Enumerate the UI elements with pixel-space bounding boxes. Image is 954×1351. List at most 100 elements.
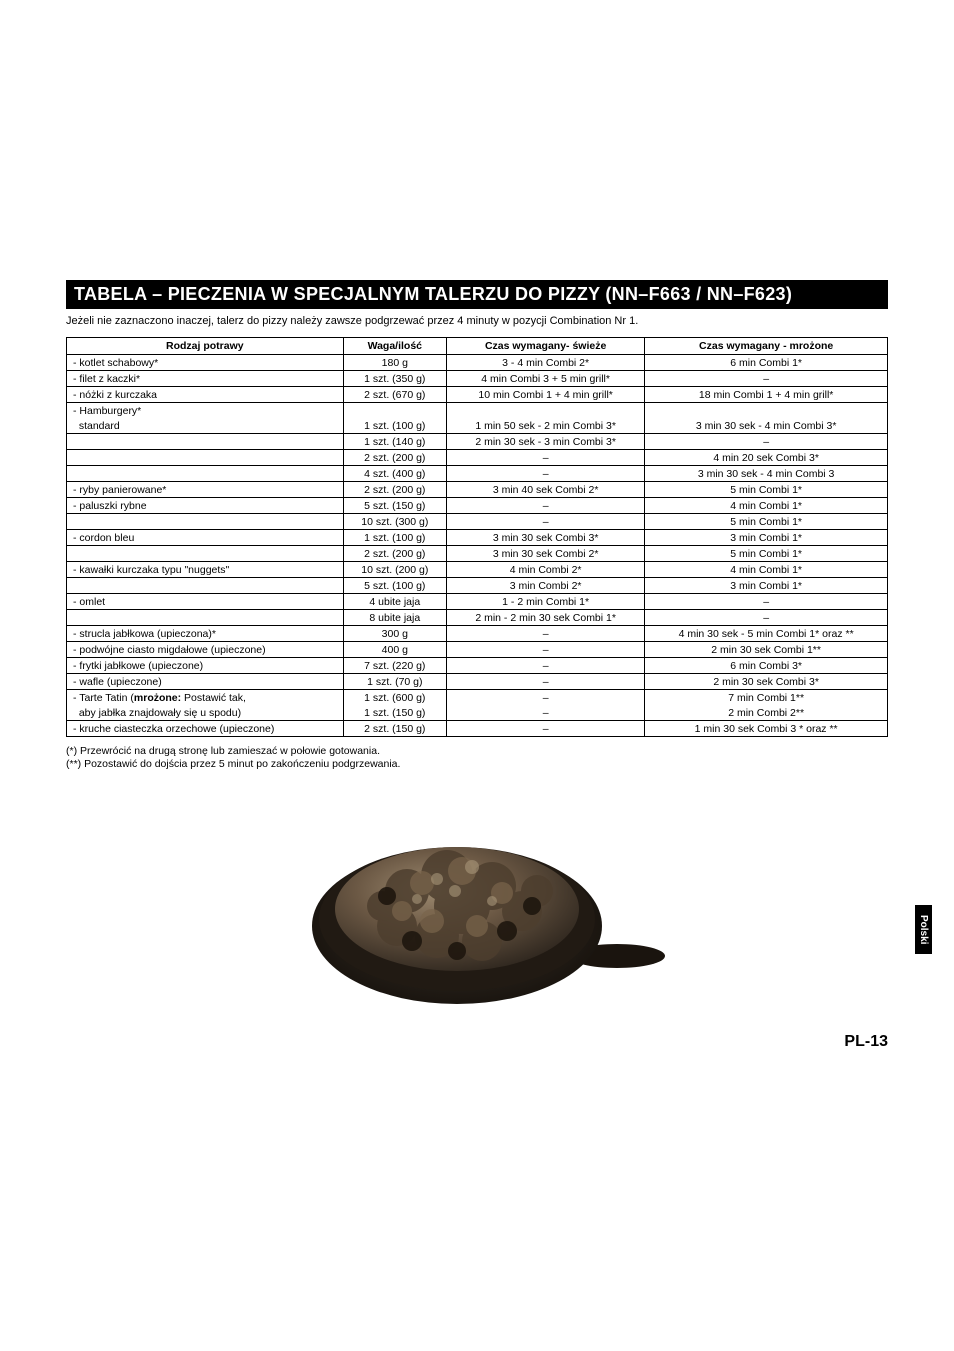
table-cell: 1 szt. (150 g) (343, 705, 446, 721)
table-row: - frytki jabłkowe (upieczone)7 szt. (220… (67, 658, 888, 674)
table-cell: 4 min 30 sek - 5 min Combi 1* oraz ** (645, 626, 888, 642)
pizza-pan-illustration (287, 791, 667, 1011)
table-row: - wafle (upieczone)1 szt. (70 g)–2 min 3… (67, 674, 888, 690)
table-cell: 2 szt. (670 g) (343, 387, 446, 403)
table-cell: 2 min 30 sek Combi 3* (645, 674, 888, 690)
table-cell (67, 546, 344, 562)
table-cell: 1 szt. (350 g) (343, 371, 446, 387)
table-cell (343, 403, 446, 419)
table-cell: – (447, 626, 645, 642)
footnotes-block: (*) Przewrócić na drugą stronę lub zamie… (66, 745, 888, 771)
table-cell: 2 szt. (150 g) (343, 721, 446, 737)
table-cell: – (645, 434, 888, 450)
table-cell: – (447, 450, 645, 466)
table-cell: 3 min Combi 2* (447, 578, 645, 594)
table-cell: 1 szt. (100 g) (343, 530, 446, 546)
col-header-frozen: Czas wymagany - mrożone (645, 338, 888, 355)
table-cell: 2 min - 2 min 30 sek Combi 1* (447, 610, 645, 626)
table-cell (447, 403, 645, 419)
table-cell: 3 min 30 sek - 4 min Combi 3 (645, 466, 888, 482)
table-row: - kawałki kurczaka typu "nuggets"10 szt.… (67, 562, 888, 578)
table-cell: 5 min Combi 1* (645, 482, 888, 498)
table-cell: 4 min Combi 3 + 5 min grill* (447, 371, 645, 387)
table-cell: 400 g (343, 642, 446, 658)
table-cell (67, 514, 344, 530)
table-cell (67, 466, 344, 482)
table-cell: - Hamburgery* (67, 403, 344, 419)
table-row: standard1 szt. (100 g)1 min 50 sek - 2 m… (67, 418, 888, 434)
table-cell: 4 ubite jaja (343, 594, 446, 610)
table-cell: – (447, 674, 645, 690)
table-cell: 5 szt. (150 g) (343, 498, 446, 514)
table-row: - omlet4 ubite jaja1 - 2 min Combi 1*– (67, 594, 888, 610)
table-cell: - filet z kaczki* (67, 371, 344, 387)
table-row: 5 szt. (100 g)3 min Combi 2*3 min Combi … (67, 578, 888, 594)
table-row: - podwójne ciasto migdałowe (upieczone)4… (67, 642, 888, 658)
col-header-fresh: Czas wymagany- świeże (447, 338, 645, 355)
table-cell: 1 min 50 sek - 2 min Combi 3* (447, 418, 645, 434)
table-cell: - Tarte Tatin (mrożone: Postawić tak, (67, 690, 344, 706)
table-row: - Hamburgery* (67, 403, 888, 419)
footnote-1: (*) Przewrócić na drugą stronę lub zamie… (66, 745, 888, 758)
table-cell: 300 g (343, 626, 446, 642)
table-cell: 180 g (343, 355, 446, 371)
table-cell: 2 min Combi 2** (645, 705, 888, 721)
table-cell: 3 min Combi 1* (645, 530, 888, 546)
table-cell: - kawałki kurczaka typu "nuggets" (67, 562, 344, 578)
language-side-tab: Polski (915, 905, 932, 954)
cooking-table: Rodzaj potrawy Waga/ilość Czas wymagany-… (66, 337, 888, 737)
table-row: - ryby panierowane*2 szt. (200 g)3 min 4… (67, 482, 888, 498)
col-header-dish: Rodzaj potrawy (67, 338, 344, 355)
table-cell: 7 min Combi 1** (645, 690, 888, 706)
table-cell: 2 szt. (200 g) (343, 450, 446, 466)
table-cell: 1 szt. (100 g) (343, 418, 446, 434)
table-row: - kotlet schabowy*180 g3 - 4 min Combi 2… (67, 355, 888, 371)
table-row: - paluszki rybne5 szt. (150 g)–4 min Com… (67, 498, 888, 514)
table-cell: 3 min 40 sek Combi 2* (447, 482, 645, 498)
table-cell: 4 min Combi 1* (645, 498, 888, 514)
table-cell: 3 min 30 sek Combi 2* (447, 546, 645, 562)
table-cell: 10 min Combi 1 + 4 min grill* (447, 387, 645, 403)
page-number: PL-13 (844, 1033, 888, 1051)
table-cell: – (447, 642, 645, 658)
table-cell (67, 450, 344, 466)
table-cell: 4 min Combi 2* (447, 562, 645, 578)
table-cell: 4 min Combi 1* (645, 562, 888, 578)
section-title-bar: TABELA – PIECZENIA W SPECJALNYM TALERZU … (66, 280, 888, 309)
table-cell: 5 min Combi 1* (645, 514, 888, 530)
table-cell: - nóżki z kurczaka (67, 387, 344, 403)
table-cell (645, 403, 888, 419)
table-cell: 4 min 20 sek Combi 3* (645, 450, 888, 466)
table-cell: 1 szt. (600 g) (343, 690, 446, 706)
table-cell: 1 szt. (140 g) (343, 434, 446, 450)
table-cell: - kruche ciasteczka orzechowe (upieczone… (67, 721, 344, 737)
table-cell: 7 szt. (220 g) (343, 658, 446, 674)
table-cell: 6 min Combi 3* (645, 658, 888, 674)
table-cell: - frytki jabłkowe (upieczone) (67, 658, 344, 674)
section-subtitle: Jeżeli nie zaznaczono inaczej, talerz do… (66, 315, 888, 327)
table-cell: 3 min 30 sek - 4 min Combi 3* (645, 418, 888, 434)
table-row: - Tarte Tatin (mrożone: Postawić tak,1 s… (67, 690, 888, 706)
table-cell: 1 szt. (70 g) (343, 674, 446, 690)
table-cell: – (447, 705, 645, 721)
table-cell: – (645, 594, 888, 610)
table-cell: 2 min 30 sek Combi 1** (645, 642, 888, 658)
table-cell: aby jabłka znajdowały się u spodu) (67, 705, 344, 721)
table-row: 2 szt. (200 g)–4 min 20 sek Combi 3* (67, 450, 888, 466)
table-cell: - omlet (67, 594, 344, 610)
table-cell: - paluszki rybne (67, 498, 344, 514)
table-cell: 5 min Combi 1* (645, 546, 888, 562)
table-row: 8 ubite jaja2 min - 2 min 30 sek Combi 1… (67, 610, 888, 626)
table-cell: 2 min 30 sek - 3 min Combi 3* (447, 434, 645, 450)
table-cell: – (447, 658, 645, 674)
table-cell: - wafle (upieczone) (67, 674, 344, 690)
table-row: 10 szt. (300 g)–5 min Combi 1* (67, 514, 888, 530)
table-row: 1 szt. (140 g)2 min 30 sek - 3 min Combi… (67, 434, 888, 450)
footnote-2: (**) Pozostawić do dojścia przez 5 minut… (66, 758, 888, 771)
table-cell: 10 szt. (200 g) (343, 562, 446, 578)
table-cell: 5 szt. (100 g) (343, 578, 446, 594)
col-header-weight: Waga/ilość (343, 338, 446, 355)
table-cell (67, 578, 344, 594)
table-cell: 2 szt. (200 g) (343, 482, 446, 498)
table-row: - nóżki z kurczaka2 szt. (670 g)10 min C… (67, 387, 888, 403)
